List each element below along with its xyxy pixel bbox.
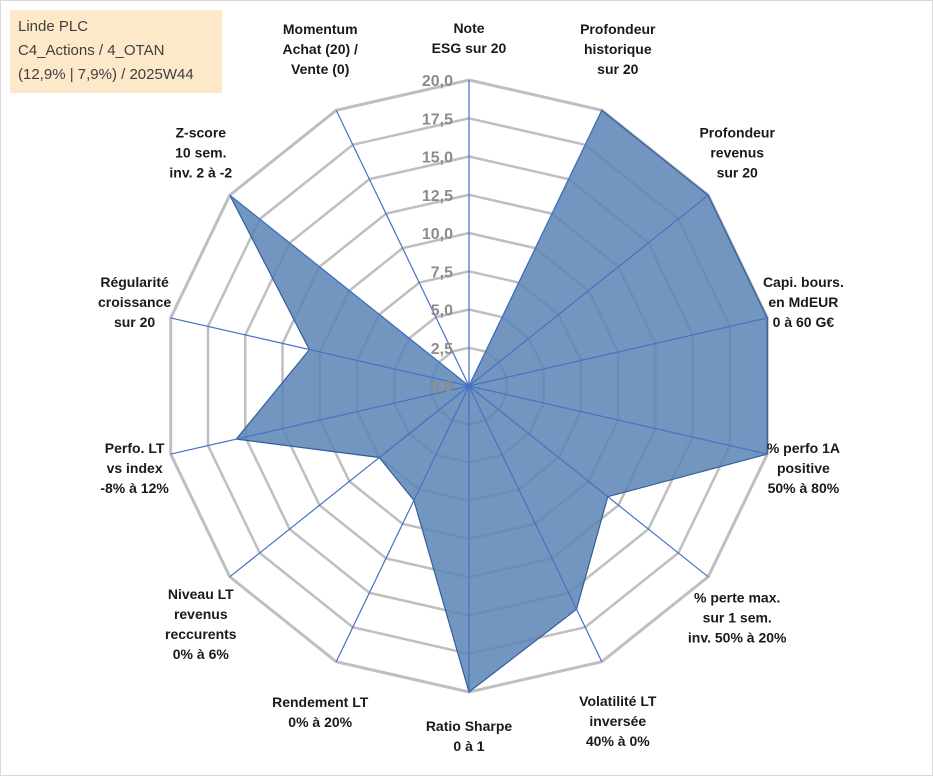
tick-label: 17,5 — [422, 111, 453, 128]
axis-label: Profondeur revenus sur 20 — [699, 124, 775, 180]
tick-label: 5,0 — [431, 303, 453, 320]
axis-label: Perfo. LT vs index -8% à 12% — [100, 440, 169, 496]
tick-label: 2,5 — [431, 341, 453, 358]
tick-label: 0,0 — [431, 379, 453, 396]
axis-label-layer: Note ESG sur 20 Profondeur historique sur 20… — [98, 20, 844, 754]
axis-label: Régularité croissance sur 20 — [98, 274, 171, 330]
axis-label: Momentum Achat (20) / Vente (0) — [282, 21, 358, 77]
stats-line: (12,9% | 7,9%) / 2025W44 — [18, 66, 194, 83]
tick-layer: 0,0 2,5 5,0 7,5 10,0 12,5 15,0 17,5 20,0 — [422, 73, 453, 396]
axis-label: % perfo 1A positive 50% à 80% — [767, 440, 840, 496]
axis-label: Rendement LT 0% à 20% — [272, 694, 369, 730]
series-layer — [229, 109, 768, 694]
axis-spoke — [229, 194, 470, 387]
tick-label: 20,0 — [422, 73, 453, 90]
tick-label: 7,5 — [431, 264, 453, 281]
axis-spoke — [335, 110, 470, 387]
company-name: Linde PLC — [18, 18, 89, 35]
axis-label: Ratio Sharpe 0 à 1 — [426, 718, 513, 754]
series-area — [229, 109, 768, 694]
info-box: Linde PLC C4_Actions / 4_OTAN (12,9% | 7… — [10, 10, 222, 93]
axis-spoke — [335, 385, 470, 662]
tick-label: 10,0 — [422, 226, 453, 243]
axis-label: Note ESG sur 20 — [432, 20, 507, 56]
axis-label: Z-score 10 sem. inv. 2 à -2 — [169, 124, 232, 180]
spoke-layer — [170, 80, 768, 692]
axis-label: Capi. bours. en MdEUR 0 à 60 G€ — [763, 274, 844, 330]
axis-spoke — [468, 385, 768, 455]
axis-spoke — [468, 385, 603, 662]
axis-spoke — [468, 317, 768, 387]
axis-spoke — [170, 385, 470, 455]
axis-label: Niveau LT revenus reccurents 0% à 6% — [165, 586, 237, 662]
category-line: C4_Actions / 4_OTAN — [18, 42, 165, 59]
axis-spoke — [468, 385, 709, 578]
tick-label: 12,5 — [422, 188, 453, 205]
axis-label: Profondeur historique sur 20 — [580, 21, 656, 77]
tick-label: 15,0 — [422, 150, 453, 167]
axis-label: Volatilité LT inversée 40% à 0% — [579, 693, 657, 749]
axis-spoke — [468, 194, 709, 387]
axis-spoke — [170, 317, 470, 387]
axis-spoke — [468, 110, 603, 387]
axis-spoke — [229, 385, 470, 578]
axis-label: % perte max. sur 1 sem. inv. 50% à 20% — [688, 590, 787, 646]
